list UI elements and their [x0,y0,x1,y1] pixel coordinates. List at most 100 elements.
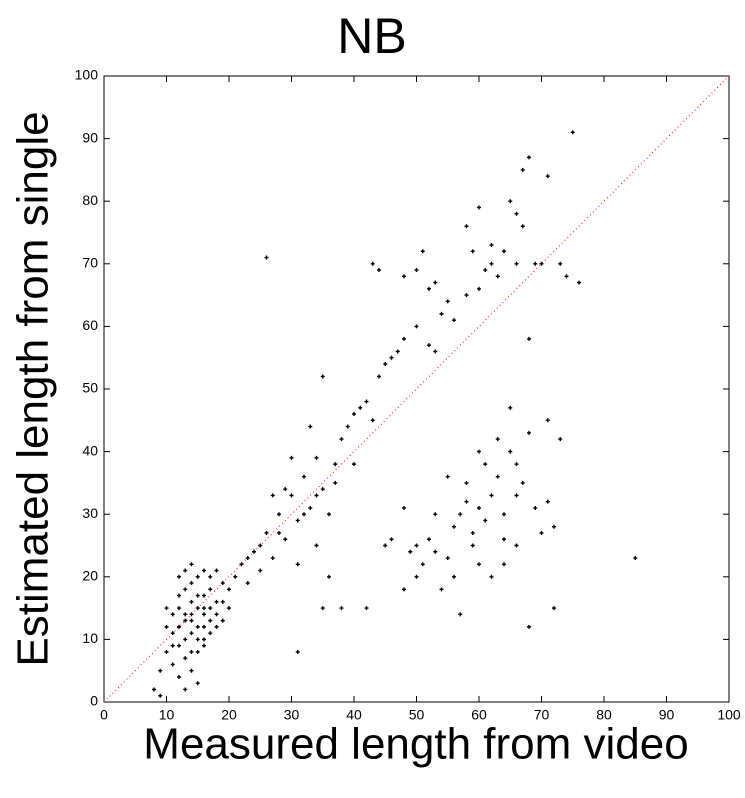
point [533,505,538,510]
point [389,537,394,542]
point [458,512,463,517]
x-tick-label: 90 [659,707,675,723]
point [577,280,581,285]
point [508,449,513,454]
point [427,537,431,542]
point [302,512,306,517]
point [520,167,525,172]
point [483,518,488,523]
point [477,449,481,454]
point [177,674,181,679]
point [370,261,375,266]
point [470,249,475,254]
point [208,618,213,623]
point [495,437,500,442]
point [420,249,425,254]
point [445,556,450,561]
y-tick-label: 90 [82,129,98,145]
point [245,581,250,586]
point [489,261,494,266]
point [214,624,219,629]
point [170,662,175,667]
point [177,593,181,598]
point [220,599,225,604]
point [164,624,169,629]
point [164,649,169,654]
point [514,462,519,467]
point [277,530,281,535]
point [270,556,275,561]
point [258,543,263,548]
point [452,524,456,529]
point [402,336,406,341]
point [202,568,206,573]
point [527,336,531,341]
point [195,681,200,686]
point [633,556,638,561]
point [483,462,488,467]
point [514,493,519,498]
point [433,349,438,354]
point [552,524,556,529]
point [489,243,494,248]
point [214,612,219,617]
point [245,556,250,561]
chart-title: NB [337,8,406,64]
point [314,493,319,498]
point [452,318,456,323]
point [202,637,206,642]
point [533,261,538,266]
point [464,480,469,485]
point [195,649,200,654]
point [402,587,406,592]
point [358,405,363,410]
point [227,606,231,611]
point [464,293,469,298]
point [383,543,388,548]
point [502,512,506,517]
point [195,593,200,598]
point [452,574,456,579]
point [177,624,181,629]
point [220,618,225,623]
point [208,587,213,592]
x-tick-label: 10 [159,707,175,723]
point [320,487,325,492]
point [183,568,188,573]
point [164,606,169,611]
point [427,286,431,291]
point [177,606,181,611]
point [283,537,288,542]
point [183,637,188,642]
x-tick-label: 30 [284,707,300,723]
x-tick-label: 60 [471,707,487,723]
point [183,618,188,623]
point [408,549,413,554]
point [202,612,206,617]
point [220,581,225,586]
point [520,224,525,229]
point [208,574,213,579]
point [520,480,525,485]
point [308,505,313,510]
point [233,574,238,579]
x-tick-label: 50 [409,707,425,723]
point [314,543,319,548]
point [158,693,163,698]
x-axis-label: Measured length from video [143,720,688,769]
point [464,499,469,504]
point [170,631,175,636]
point [295,518,300,523]
x-tick-label: 0 [100,707,108,723]
x-tick-label: 20 [221,707,237,723]
point [170,612,175,617]
y-tick-label: 20 [82,568,98,584]
point [195,574,200,579]
point [439,587,444,592]
point [545,418,550,423]
point [427,343,431,348]
point [402,274,406,279]
point [189,562,194,567]
point [170,643,175,648]
y-tick-label: 50 [82,380,98,396]
